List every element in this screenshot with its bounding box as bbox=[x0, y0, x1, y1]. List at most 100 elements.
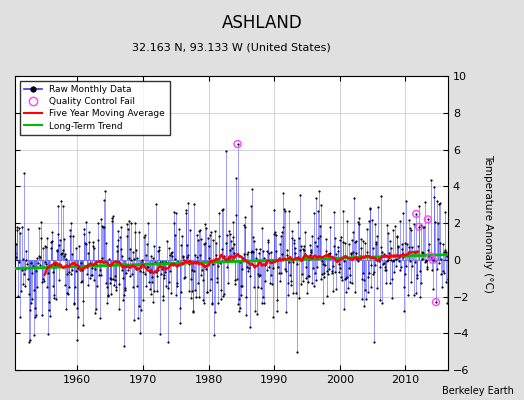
Point bbox=[298, 278, 307, 284]
Point bbox=[210, 309, 219, 315]
Point bbox=[292, 348, 301, 355]
Point bbox=[232, 212, 241, 218]
Point bbox=[433, 236, 442, 242]
Point bbox=[98, 222, 106, 229]
Point bbox=[23, 248, 31, 254]
Point bbox=[358, 296, 366, 302]
Point bbox=[26, 336, 34, 343]
Point bbox=[310, 270, 319, 277]
Point bbox=[361, 239, 369, 246]
Point bbox=[407, 226, 416, 233]
Point bbox=[67, 270, 75, 277]
Point bbox=[154, 248, 162, 254]
Point bbox=[217, 207, 226, 214]
Title: 32.163 N, 93.133 W (United States): 32.163 N, 93.133 W (United States) bbox=[132, 43, 331, 53]
Point bbox=[31, 312, 40, 318]
Point bbox=[418, 248, 427, 255]
Point bbox=[366, 205, 374, 212]
Point bbox=[166, 252, 174, 258]
Point bbox=[224, 258, 232, 264]
Point bbox=[184, 288, 193, 294]
Point bbox=[209, 237, 217, 243]
Point bbox=[389, 227, 398, 233]
Point bbox=[305, 256, 313, 263]
Point bbox=[243, 264, 251, 270]
Point bbox=[405, 244, 413, 250]
Point bbox=[48, 238, 56, 244]
Point bbox=[80, 226, 89, 232]
Point bbox=[398, 254, 407, 260]
Point bbox=[330, 243, 338, 249]
Point bbox=[191, 286, 199, 293]
Point bbox=[444, 242, 453, 248]
Point bbox=[356, 245, 365, 251]
Point bbox=[105, 256, 113, 262]
Point bbox=[341, 239, 349, 246]
Point bbox=[145, 269, 154, 275]
Point bbox=[422, 264, 431, 270]
Point bbox=[73, 337, 82, 343]
Point bbox=[109, 276, 117, 282]
Point bbox=[347, 280, 356, 286]
Point bbox=[398, 246, 406, 252]
Point bbox=[265, 264, 274, 270]
Point bbox=[329, 288, 337, 294]
Point bbox=[16, 230, 24, 236]
Point bbox=[24, 226, 32, 232]
Point bbox=[185, 261, 193, 268]
Point bbox=[163, 285, 172, 292]
Point bbox=[112, 287, 121, 293]
Point bbox=[61, 282, 69, 288]
Point bbox=[301, 250, 310, 257]
Point bbox=[429, 257, 437, 263]
Point bbox=[95, 267, 104, 273]
Point bbox=[113, 248, 122, 254]
Point bbox=[301, 229, 309, 235]
Point bbox=[43, 270, 52, 276]
Point bbox=[303, 278, 312, 285]
Point bbox=[313, 243, 322, 249]
Point bbox=[264, 238, 272, 245]
Point bbox=[292, 290, 300, 296]
Point bbox=[151, 258, 159, 265]
Point bbox=[61, 251, 70, 257]
Point bbox=[358, 238, 367, 244]
Point bbox=[372, 241, 380, 248]
Point bbox=[344, 240, 353, 247]
Point bbox=[397, 264, 405, 270]
Point bbox=[71, 268, 80, 274]
Point bbox=[401, 271, 410, 277]
Point bbox=[152, 269, 160, 275]
Point bbox=[215, 232, 224, 239]
Point bbox=[361, 287, 369, 293]
Point bbox=[143, 241, 151, 248]
Point bbox=[340, 306, 348, 312]
Point bbox=[12, 241, 20, 247]
Point bbox=[406, 258, 414, 265]
Point bbox=[322, 236, 330, 242]
Point bbox=[89, 238, 97, 245]
Point bbox=[296, 247, 304, 253]
Point bbox=[318, 258, 326, 264]
Point bbox=[38, 312, 47, 318]
Point bbox=[128, 249, 137, 255]
Point bbox=[96, 216, 105, 222]
Point bbox=[294, 218, 302, 225]
Point bbox=[370, 269, 378, 275]
Point bbox=[41, 259, 49, 265]
Point bbox=[144, 220, 152, 226]
Point bbox=[58, 250, 66, 256]
Point bbox=[384, 230, 392, 236]
Point bbox=[82, 219, 90, 226]
Point bbox=[262, 260, 270, 266]
Point bbox=[277, 270, 285, 276]
Point bbox=[333, 244, 342, 250]
Point bbox=[194, 280, 202, 286]
Point bbox=[216, 260, 224, 266]
Point bbox=[445, 270, 454, 277]
Point bbox=[364, 274, 373, 280]
Point bbox=[269, 231, 278, 237]
Point bbox=[104, 292, 113, 299]
Point bbox=[293, 254, 302, 260]
Point bbox=[388, 276, 396, 282]
